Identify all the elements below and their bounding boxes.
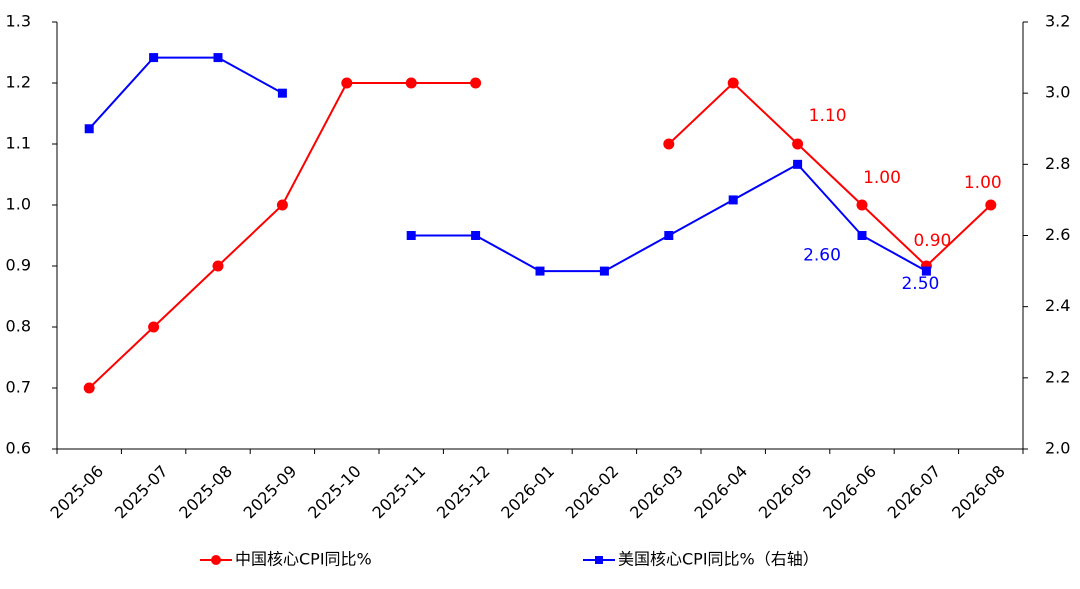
data-label: 0.90 [913,231,951,251]
legend-marker [595,556,603,564]
y-tick-label: 0.8 [6,317,31,336]
point [341,77,353,89]
point [276,199,288,211]
y-tick-label: 1.2 [6,73,31,92]
x-tick-label: 2026-05 [755,462,816,523]
x-tick-label: 2025-07 [111,462,172,523]
x-tick-label: 2025-12 [433,462,494,523]
point [664,231,674,240]
legend-label: 中国核心CPI同比% [235,550,372,569]
y2-tick-label: 3.0 [1045,83,1070,102]
y-tick-label: 0.9 [6,256,31,275]
y2-tick-label: 2.8 [1045,154,1070,173]
x-tick-label: 2026-02 [562,462,623,523]
data-label: 1.10 [809,106,847,126]
data-label: 1.00 [964,173,1002,193]
y2-tick-label: 2.6 [1045,225,1070,244]
point [857,231,867,240]
x-tick-label: 2026-01 [497,462,558,523]
point [599,266,609,276]
series-line [88,81,992,389]
point [83,382,95,394]
point [406,231,416,240]
legend-label: 美国核心CPI同比%（右轴） [618,550,819,569]
point [149,53,159,63]
x-tick-label: 2026-03 [626,462,687,523]
y-tick-label: 1.1 [6,134,31,153]
point [213,53,223,63]
y2-tick-label: 2.0 [1045,439,1070,458]
data-label: 1.00 [863,168,901,188]
point [277,88,287,98]
y2-tick-label: 3.2 [1045,12,1070,31]
x-tick-label: 2026-04 [690,462,751,523]
point [793,159,803,169]
point [471,231,481,240]
point [727,77,739,89]
x-tick-label: 2025-09 [240,462,301,523]
data-label: 2.60 [803,246,841,266]
y-tick-label: 1.3 [6,12,31,31]
x-tick-label: 2025-11 [368,462,429,523]
point [663,138,675,150]
point [148,321,160,333]
point [470,77,482,89]
y2-tick-label: 2.2 [1045,367,1070,386]
y-tick-label: 1.0 [6,195,31,214]
point [728,195,738,205]
legend-marker [211,555,221,565]
x-tick-label: 2026-08 [948,462,1009,523]
point [921,266,931,276]
x-tick-label: 2026-06 [819,462,880,523]
point [792,138,804,150]
y2-tick-label: 2.4 [1045,296,1070,315]
y-tick-label: 0.7 [6,378,31,397]
point [856,199,868,211]
point [535,266,545,276]
point [405,77,417,89]
x-tick-label: 2026-07 [884,462,945,523]
data-label: 2.50 [901,274,939,294]
x-tick-label: 2025-06 [46,462,107,523]
point [212,260,224,272]
point [985,199,997,211]
point [84,124,94,134]
x-tick-label: 2025-10 [304,462,365,523]
y-tick-label: 0.6 [6,439,31,458]
x-tick-label: 2025-08 [175,462,236,523]
